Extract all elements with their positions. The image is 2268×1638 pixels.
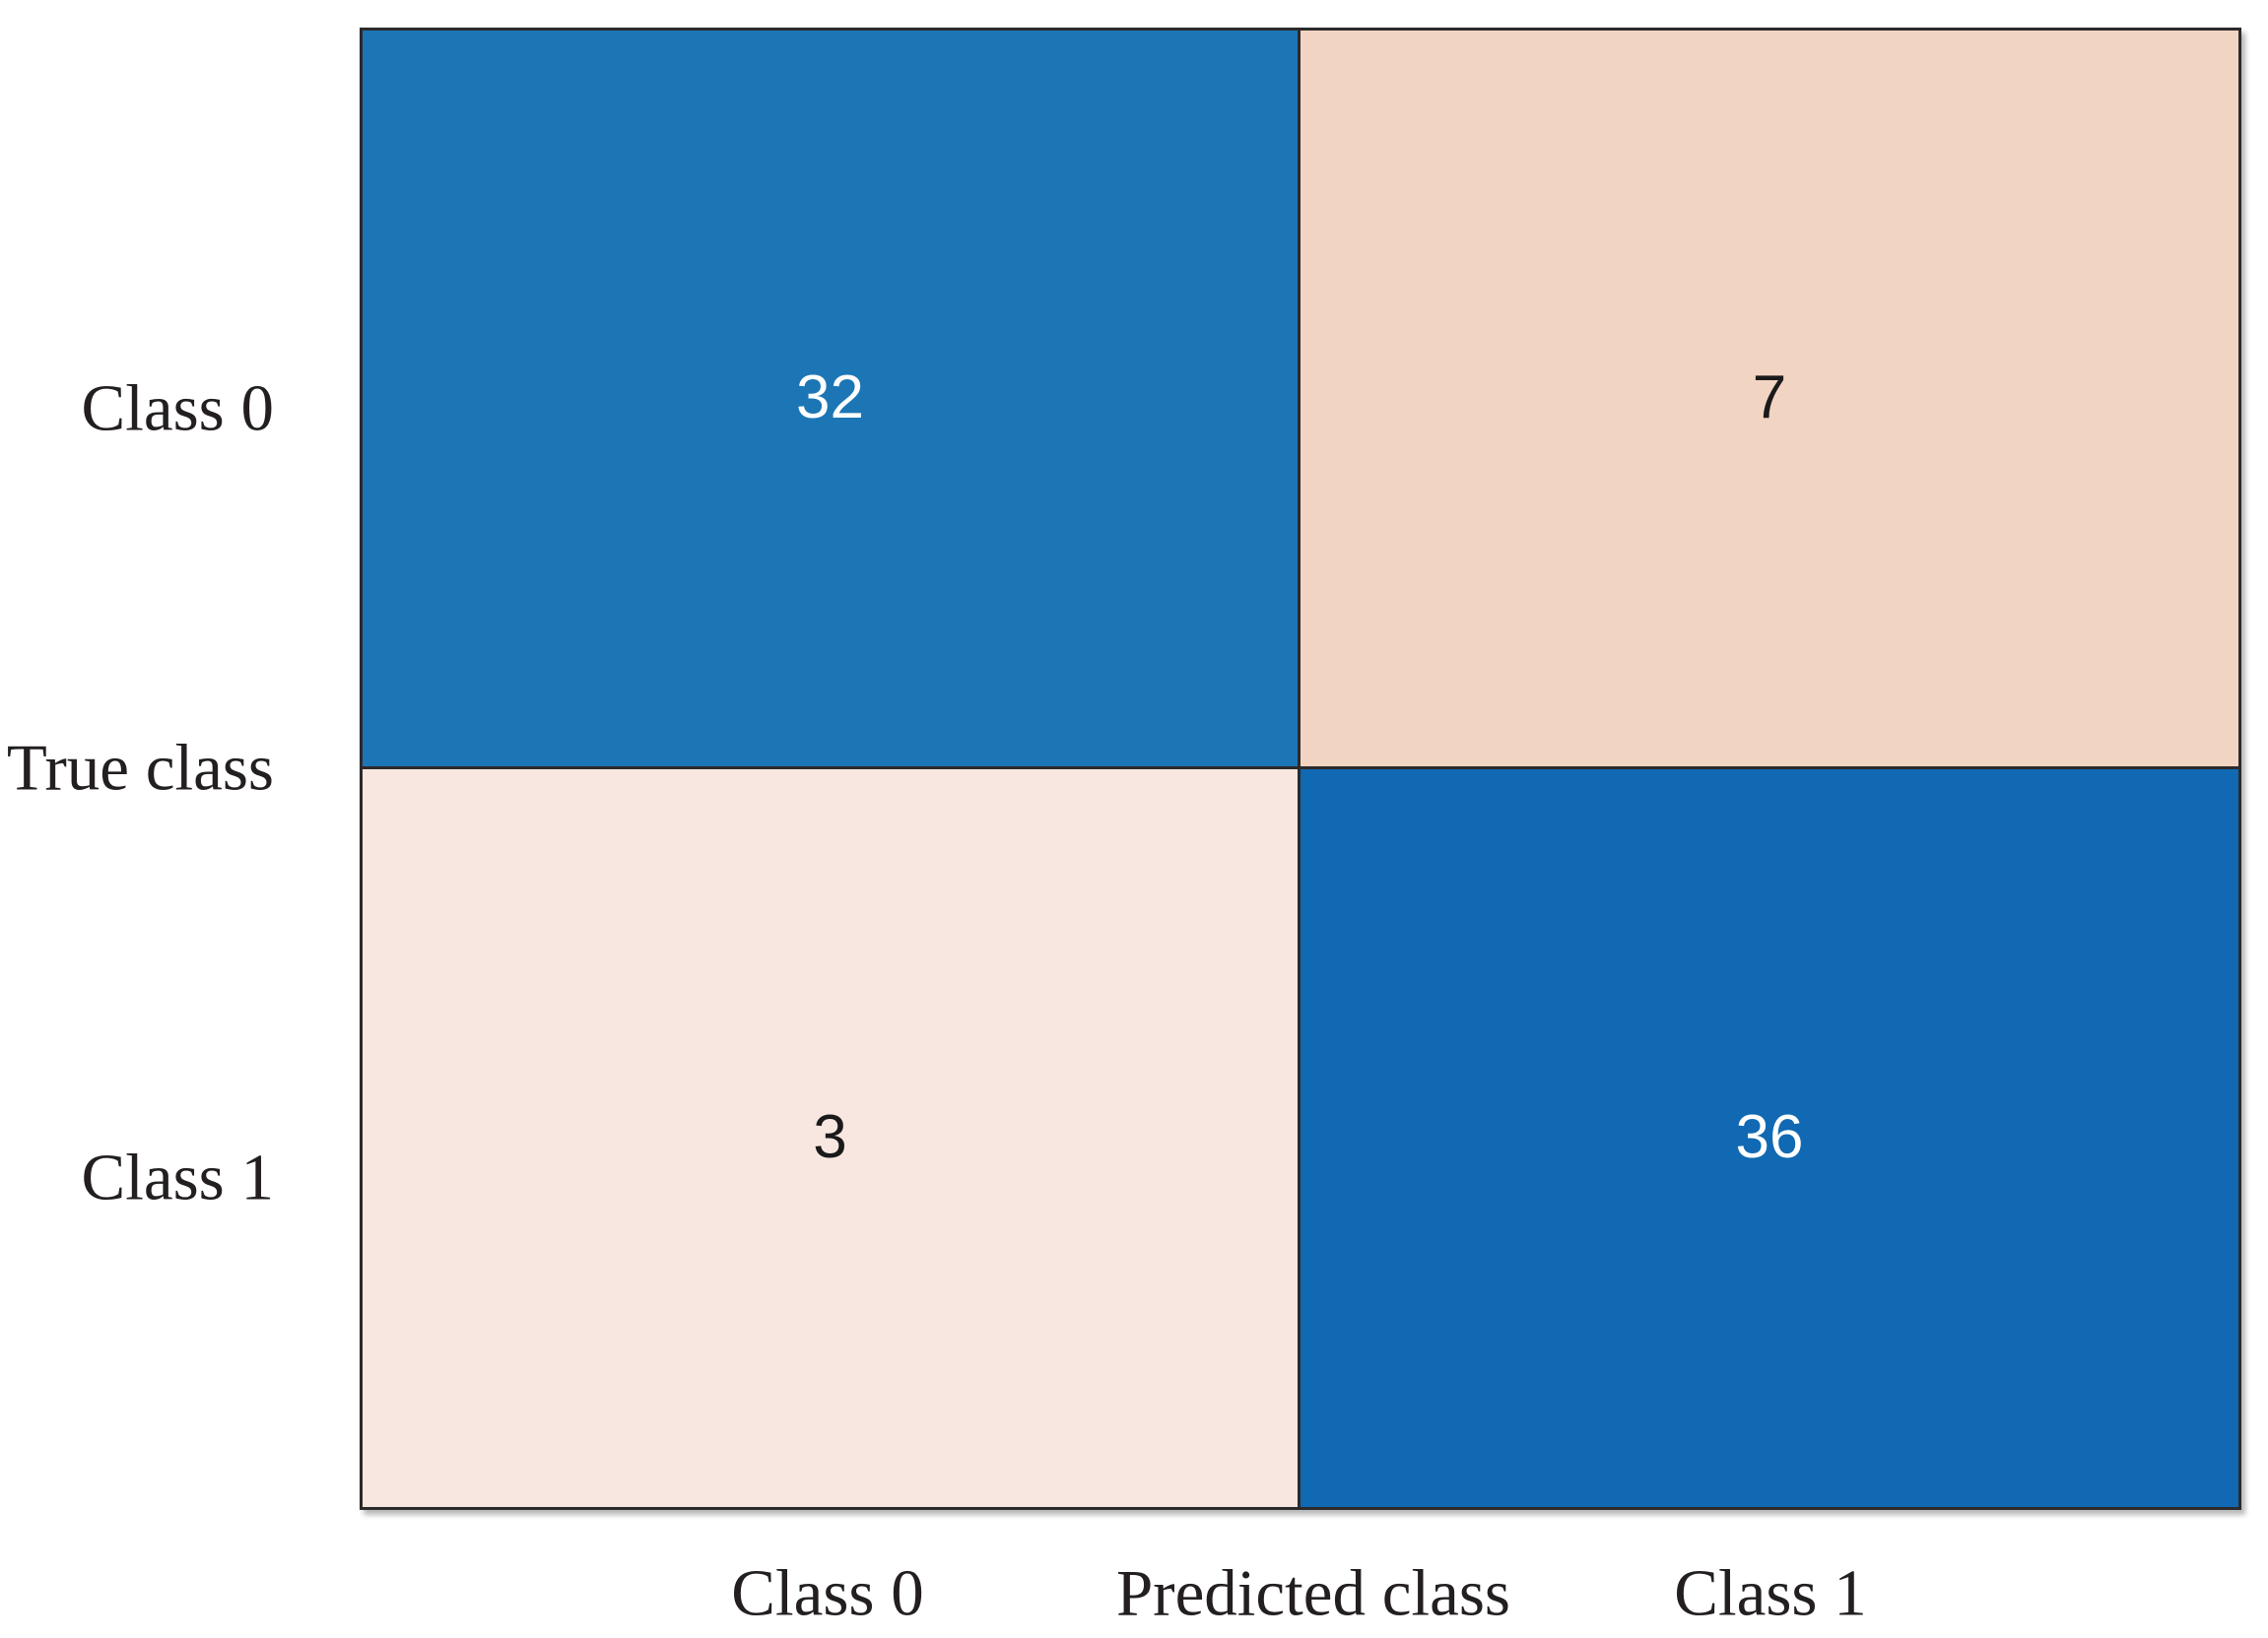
x-tick-label-class1: Class 1 (1674, 1556, 1867, 1630)
x-axis-title: Predicted class (1115, 1556, 1511, 1630)
cell-true-class0-pred-class0: 32 (363, 31, 1301, 769)
cell-true-class0-pred-class1: 7 (1301, 31, 2238, 769)
y-axis-title: True class (6, 731, 274, 805)
cell-true-class1-pred-class1: 36 (1301, 768, 2238, 1507)
x-tick-label-class0: Class 0 (731, 1556, 924, 1630)
cell-true-class1-pred-class0: 3 (363, 768, 1301, 1507)
matrix-grid: 32 7 3 36 (360, 28, 2241, 1510)
y-tick-label-class0: Class 0 (81, 371, 274, 445)
y-tick-label-class1: Class 1 (81, 1141, 274, 1214)
